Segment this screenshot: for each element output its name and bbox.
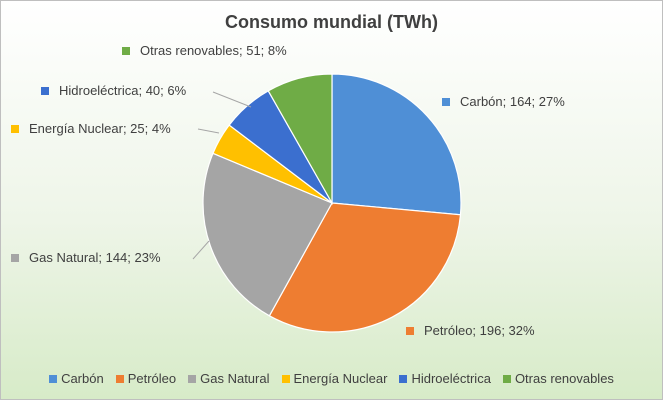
legend: Carbón Petróleo Gas Natural Energía Nucl… [1,371,662,386]
data-label-petroleo: Petróleo; 196; 32% [406,323,535,338]
pie-slice-gas-natural [202,152,333,317]
data-label-gas-natural-text: Gas Natural; 144; 23% [29,250,161,265]
data-label-carbon: Carbón; 164; 27% [442,94,565,109]
swatch-gas-natural [11,253,19,262]
data-label-gas-natural: Gas Natural; 144; 23% [11,250,161,265]
data-label-otras-renovables-text: Otras renovables; 51; 8% [140,43,287,58]
leader-line-gas-natural [192,240,210,260]
legend-item-otras-renovables: Otras renovables [502,371,614,386]
pie-slice-petroleo [268,202,462,333]
legend-label-carbon: Carbón [61,371,104,386]
pie-slice-carbon [331,73,462,216]
data-label-otras-renovables: Otras renovables; 51; 8% [122,43,287,58]
data-label-hidroelectrica: Hidroeléctrica; 40; 6% [41,83,186,98]
legend-swatch-carbon [49,374,58,383]
legend-label-otras-renovables: Otras renovables [514,371,614,386]
data-label-energia-nuclear-text: Energía Nuclear; 25; 4% [29,121,171,136]
data-label-petroleo-text: Petróleo; 196; 32% [424,323,535,338]
legend-label-energia-nuclear: Energía Nuclear [293,371,388,386]
legend-item-carbon: Carbón [49,371,104,386]
swatch-hidroelectrica [41,86,49,95]
legend-swatch-petroleo [115,374,124,383]
legend-label-petroleo: Petróleo [127,371,177,386]
pie-slice-otras-renovables [267,73,333,206]
leader-line-hidroelectrica [212,91,252,108]
legend-swatch-otras-renovables [502,374,511,383]
legend-item-energia-nuclear: Energía Nuclear [281,371,388,386]
data-label-hidroelectrica-text: Hidroeléctrica; 40; 6% [59,83,187,98]
legend-label-hidroelectrica: Hidroeléctrica [411,371,491,386]
swatch-energia-nuclear [11,124,19,133]
legend-item-gas-natural: Gas Natural [188,371,270,386]
chart-title: Consumo mundial (TWh) [225,12,438,32]
legend-item-hidroelectrica: Hidroeléctrica [399,371,491,386]
swatch-otras-renovables [122,46,130,55]
legend-swatch-energia-nuclear [281,374,290,383]
data-label-carbon-text: Carbón; 164; 27% [460,94,565,109]
swatch-petroleo [406,326,414,335]
legend-swatch-hidroelectrica [399,374,408,383]
legend-item-petroleo: Petróleo [115,371,177,386]
legend-label-gas-natural: Gas Natural [200,371,270,386]
swatch-carbon [442,97,450,106]
leader-line-energia-nuclear [197,128,220,134]
data-label-energia-nuclear: Energía Nuclear; 25; 4% [11,121,171,136]
legend-swatch-gas-natural [188,374,197,383]
